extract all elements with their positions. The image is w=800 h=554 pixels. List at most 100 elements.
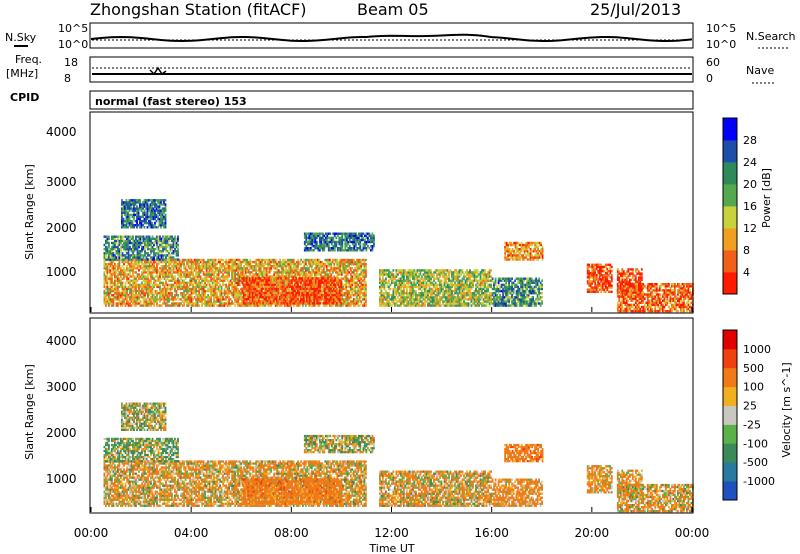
power-echo-cell (249, 271, 252, 274)
power-echo-cell (254, 291, 257, 295)
power-echo-cell (166, 254, 169, 257)
power-echo-cell (344, 249, 347, 252)
power-echo-cell (272, 293, 275, 297)
power-echo-cell (284, 295, 287, 299)
power-echo-cell (186, 289, 188, 293)
power-echo-cell (147, 294, 149, 297)
power-echo-cell (166, 298, 169, 301)
power-echo-cell (336, 247, 339, 250)
power-echo-cell (189, 265, 191, 268)
power-echo-cell (172, 245, 175, 249)
power-echo-cell (123, 235, 125, 238)
power-echo-cell (360, 285, 363, 289)
power-echo-cell (196, 300, 199, 303)
power-echo-cell (286, 291, 289, 295)
power-echo-cell (162, 260, 164, 264)
power-echo-cell (148, 248, 151, 251)
power-echo-cell (151, 199, 153, 202)
power-echo-cell (262, 265, 265, 268)
power-echo-cell (162, 302, 164, 305)
power-echo-cell (371, 245, 374, 248)
power-echo-cell (229, 260, 232, 264)
power-echo-cell (111, 248, 113, 251)
power-echo-cell (149, 213, 152, 217)
power-echo-cell (129, 302, 131, 305)
power-echo-cell (112, 273, 115, 276)
power-echo-cell (136, 302, 139, 305)
power-echo-cell (339, 240, 342, 244)
power-echo-cell (121, 237, 124, 240)
power-echo-cell (109, 258, 112, 261)
power-echo-cell (201, 265, 203, 268)
power-echo-cell (345, 267, 348, 270)
power-echo-cell (306, 273, 309, 276)
power-echo-cell (250, 296, 253, 299)
power-echo-cell (162, 281, 164, 284)
power-echo-cell (205, 267, 208, 270)
power-echo-cell (132, 237, 134, 240)
power-echo-cell (157, 209, 159, 212)
power-echo-cell (164, 226, 167, 229)
power-echo-cell (118, 235, 121, 238)
power-echo-cell (154, 224, 156, 227)
power-echo-cell (345, 258, 348, 262)
power-echo-cell (165, 304, 167, 307)
power-echo-cell (193, 260, 196, 264)
power-echo-cell (178, 285, 181, 289)
power-echo-cell (148, 279, 151, 282)
power-echo-cell (106, 300, 109, 303)
power-echo-cell (344, 232, 347, 235)
power-echo-cell (127, 260, 130, 264)
power-echo-cell (292, 279, 295, 282)
power-echo-cell (303, 232, 306, 235)
power-echo-cell (136, 252, 139, 255)
power-echo-cell (183, 289, 185, 293)
power-echo-cell (144, 285, 146, 289)
power-echo-cell (358, 260, 361, 264)
power-echo-cell (270, 258, 273, 262)
power-echo-cell (135, 300, 137, 303)
power-echo-cell (155, 199, 158, 202)
power-echo-cell (342, 287, 345, 291)
power-echo-cell (157, 211, 159, 214)
power-echo-cell (145, 201, 147, 204)
power-echo-cell (159, 277, 161, 280)
power-echo-cell (365, 242, 368, 246)
power-echo-cell (265, 277, 268, 280)
power-echo-cell (115, 277, 118, 280)
power-echo-cell (129, 304, 131, 307)
power-echo-cell (118, 271, 121, 274)
power-echo-cell (195, 265, 197, 268)
power-echo-cell (166, 273, 169, 276)
power-echo-cell (147, 239, 149, 243)
power-echo-cell (178, 265, 181, 268)
power-echo-cell (228, 281, 230, 284)
power-echo-cell (290, 295, 293, 299)
power-echo-cell (202, 271, 205, 274)
power-echo-cell (148, 235, 151, 238)
power-echo-cell (330, 269, 333, 272)
power-echo-cell (327, 265, 330, 268)
power-echo-cell (147, 269, 149, 272)
power-echo-cell (162, 245, 164, 249)
power-echo-cell (270, 275, 273, 278)
power-echo-cell (174, 248, 176, 251)
power-echo-cell (204, 279, 206, 282)
power-echo-cell (181, 287, 184, 291)
power-echo-cell (304, 271, 307, 274)
power-echo-cell (279, 260, 282, 264)
power-echo-cell (136, 265, 139, 268)
power-echo-cell (184, 265, 187, 268)
power-echo-cell (222, 283, 224, 287)
power-echo-cell (371, 240, 374, 244)
power-echo-cell (177, 252, 179, 255)
power-echo-cell (120, 269, 122, 272)
power-echo-cell (264, 262, 267, 266)
power-echo-cell (175, 298, 178, 301)
power-echo-cell (358, 287, 361, 291)
power-echo-cell (115, 275, 118, 278)
power-echo-cell (258, 267, 261, 270)
power-echo-cell (111, 298, 113, 301)
power-echo-cell (318, 304, 321, 307)
power-echo-cell (274, 295, 277, 299)
